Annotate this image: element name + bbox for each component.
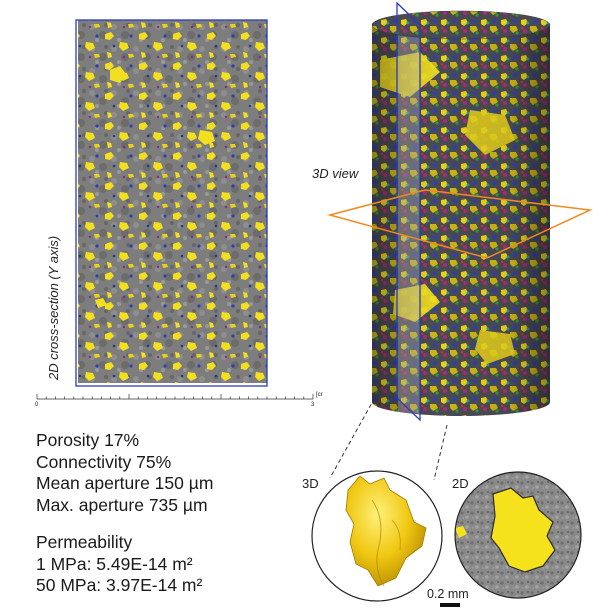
vertical-slice-plane (396, 1, 421, 422)
ruler-end-label: 3 (311, 402, 315, 408)
cross-section-label: 2D cross-section (Y axis) (46, 235, 61, 380)
scale-bar (440, 603, 460, 607)
pore-3d-blob (345, 475, 427, 587)
ruler (36, 394, 314, 400)
max-aperture-stat: Max. aperture 735 µm (36, 494, 208, 515)
connectivity-stat: Connectivity 75% (36, 451, 172, 472)
porosity-stat: Porosity 17% (36, 430, 140, 450)
view-3d-label: 3D view (312, 166, 359, 181)
pore-2d-slice (490, 487, 556, 573)
mean-aperture-stat: Mean aperture 150 µm (36, 473, 214, 493)
permeability-50mpa: 50 MPa: 3.97E-14 m² (36, 575, 203, 595)
leader-line-left (329, 391, 379, 479)
horizontal-slice-plane (327, 189, 593, 259)
cylinder-3d-view (371, 10, 551, 416)
cross-section-frame (75, 19, 268, 387)
stats-panel: Porosity 17% Connectivity 75% Mean apert… (36, 430, 213, 597)
leader-line-right (433, 424, 448, 481)
ruler-unit-label: [cr (316, 392, 323, 398)
scale-bar-label: 0.2 mm (427, 587, 469, 601)
ruler-start-label: 0 (35, 402, 39, 408)
cross-section-image (78, 20, 267, 383)
permeability-title: Permeability (36, 532, 133, 552)
zoom-2d-label: 2D (452, 476, 469, 491)
zoom-3d-label: 3D (302, 476, 319, 491)
permeability-1mpa: 1 MPa: 5.49E-14 m² (36, 553, 193, 574)
zoom-3d-circle (311, 470, 443, 602)
zoom-2d-circle (454, 471, 582, 599)
